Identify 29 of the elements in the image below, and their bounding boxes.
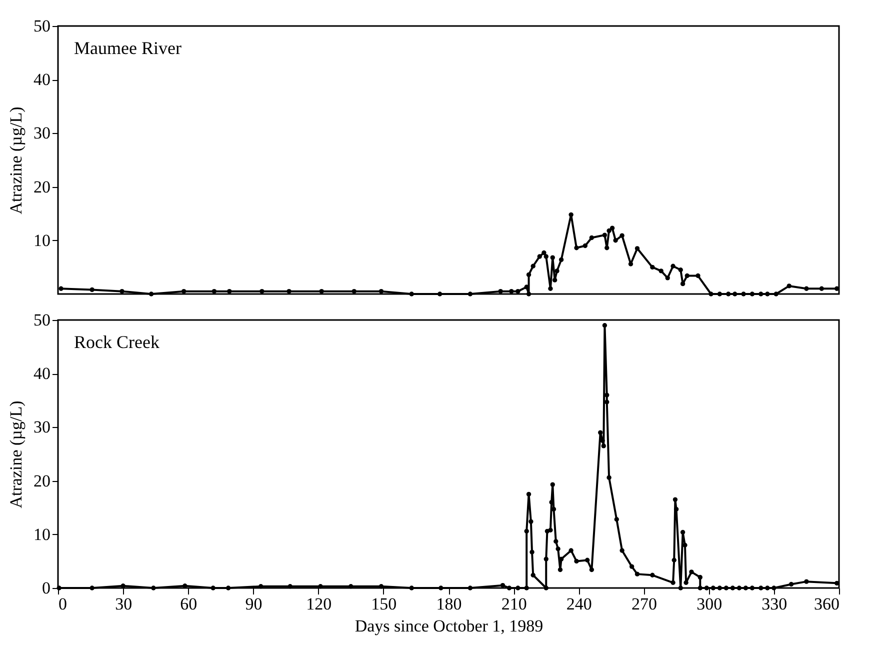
x-tick-label: 0: [58, 594, 67, 614]
y-tick-label: 0: [42, 578, 50, 598]
x-tick-label: 270: [632, 594, 657, 614]
y-tick-label: 50: [34, 310, 50, 330]
y-tick-label: 40: [34, 364, 50, 384]
x-tick-label: 240: [566, 594, 592, 614]
y-axis-title: Atrazine (µg/L): [6, 400, 26, 508]
x-tick-label: 180: [436, 594, 462, 614]
x-tick-label: 60: [180, 594, 198, 614]
y-tick-label: 10: [34, 524, 50, 544]
y-tick-label: 40: [34, 70, 50, 90]
y-tick-label: 20: [34, 471, 50, 490]
y-tick-label: 10: [34, 230, 50, 250]
text: Maumee River: [74, 38, 182, 58]
y-tick-label: 30: [34, 124, 50, 143]
x-axis-title: Days since October 1, 1989: [354, 616, 544, 636]
x-tick-label: 360: [814, 594, 840, 614]
x-tick-label: 30: [115, 594, 132, 614]
x-tick-label: 330: [762, 594, 788, 614]
text: Rock Creek: [74, 332, 160, 352]
x-tick-label: 120: [306, 594, 332, 614]
x-tick-label: 210: [501, 594, 527, 614]
y-tick-label: 30: [34, 418, 50, 437]
y-tick-label: 20: [34, 177, 50, 196]
x-tick-label: 90: [245, 594, 262, 614]
y-tick-label: 50: [34, 16, 50, 36]
x-tick-label: 150: [371, 594, 397, 614]
y-axis-title: Atrazine (µg/L): [6, 106, 26, 214]
x-tick-label: 300: [696, 594, 722, 614]
